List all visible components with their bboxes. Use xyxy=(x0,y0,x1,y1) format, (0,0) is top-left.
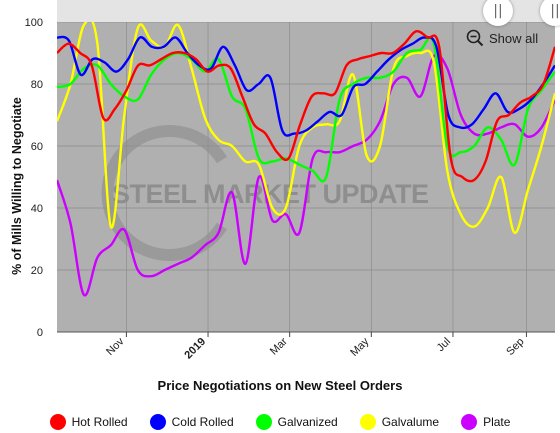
x-tick-label: May xyxy=(348,335,372,359)
x-tick-label: Sep xyxy=(504,336,526,358)
legend-label: Cold Rolled xyxy=(171,415,234,429)
legend-swatch xyxy=(359,414,376,430)
y-tick-label: 60 xyxy=(31,141,43,153)
x-tick-label: 2019 xyxy=(182,336,208,362)
legend-item-cold-rolled[interactable]: Cold Rolled xyxy=(149,414,234,430)
series-line-hot-rolled xyxy=(57,29,555,183)
legend-label: Plate xyxy=(483,415,511,429)
series-line-cold-rolled xyxy=(57,35,555,137)
legend-swatch xyxy=(255,414,272,430)
series-line-galvanized xyxy=(57,36,555,183)
legend-item-plate[interactable]: Plate xyxy=(461,414,510,430)
range-handle-left[interactable]: || xyxy=(483,0,513,26)
x-tick-label: Mar xyxy=(268,335,290,357)
legend-item-galvanized[interactable]: Galvanized xyxy=(255,414,338,430)
y-tick-label: 100 xyxy=(25,17,43,29)
y-tick-label: 0 xyxy=(37,327,43,339)
legend: Hot Rolled Cold Rolled Galvanized Galvalume… xyxy=(0,414,560,430)
series-line-plate xyxy=(57,53,555,297)
range-scrollbar[interactable] xyxy=(57,0,560,22)
x-tick-label: Nov xyxy=(104,335,127,358)
show-all-button[interactable]: Show all xyxy=(466,29,538,47)
legend-swatch xyxy=(49,414,66,430)
plot-background xyxy=(57,22,555,332)
legend-swatch xyxy=(461,414,478,430)
legend-item-hot-rolled[interactable]: Hot Rolled xyxy=(49,414,128,430)
legend-label: Galvanized xyxy=(277,415,338,429)
x-tick-label: Jul xyxy=(435,336,453,354)
y-tick-label: 20 xyxy=(31,265,43,277)
zoom-out-icon xyxy=(466,29,484,47)
y-axis-title-wrap: % of Mills Willing to Negotiate xyxy=(7,97,27,275)
y-axis-title: % of Mills Willing to Negotiate xyxy=(10,97,24,275)
range-handle-right[interactable]: || xyxy=(540,0,560,26)
x-axis-title: Price Negotiations on New Steel Orders xyxy=(157,378,403,393)
y-tick-label: 80 xyxy=(31,79,43,91)
legend-swatch xyxy=(149,414,166,430)
y-tick-label: 40 xyxy=(31,203,43,215)
legend-label: Hot Rolled xyxy=(71,415,128,429)
series-line-galvalume xyxy=(57,22,555,235)
legend-item-galvalume[interactable]: Galvalume xyxy=(359,414,440,430)
legend-label: Galvalume xyxy=(381,415,440,429)
show-all-label: Show all xyxy=(489,30,539,46)
